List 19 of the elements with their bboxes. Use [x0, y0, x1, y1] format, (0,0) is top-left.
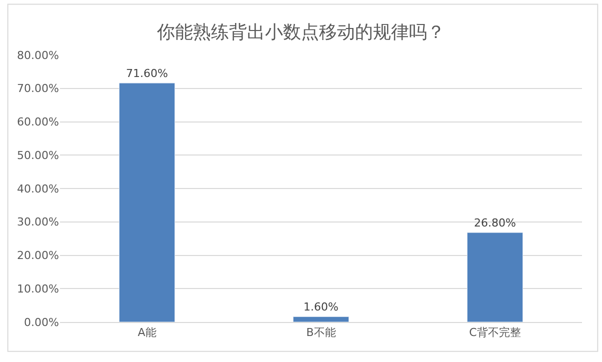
- y-tick-label: 30.00%: [17, 216, 59, 229]
- chart-title: 你能熟练背出小数点移动的规律吗？: [156, 22, 445, 43]
- bar: [466, 232, 524, 322]
- y-tick-label: 70.00%: [17, 82, 59, 96]
- x-tick-label: C背不完整: [469, 326, 521, 340]
- bar: [292, 316, 350, 322]
- bar: [118, 82, 176, 322]
- y-tick-label: 80.00%: [17, 48, 59, 62]
- data-label: 71.60%: [126, 67, 168, 80]
- y-tick-label: 40.00%: [17, 182, 59, 196]
- data-label: 26.80%: [474, 216, 516, 230]
- y-tick-label: 0.00%: [24, 316, 59, 329]
- y-tick-label: 20.00%: [17, 249, 59, 262]
- y-tick-label: 60.00%: [17, 116, 59, 129]
- data-label: 1.60%: [304, 300, 338, 314]
- y-tick-label: 50.00%: [17, 148, 59, 162]
- y-tick-label: 10.00%: [17, 282, 59, 296]
- x-tick-label: A能: [138, 326, 156, 340]
- x-tick-label: B不能: [306, 326, 336, 340]
